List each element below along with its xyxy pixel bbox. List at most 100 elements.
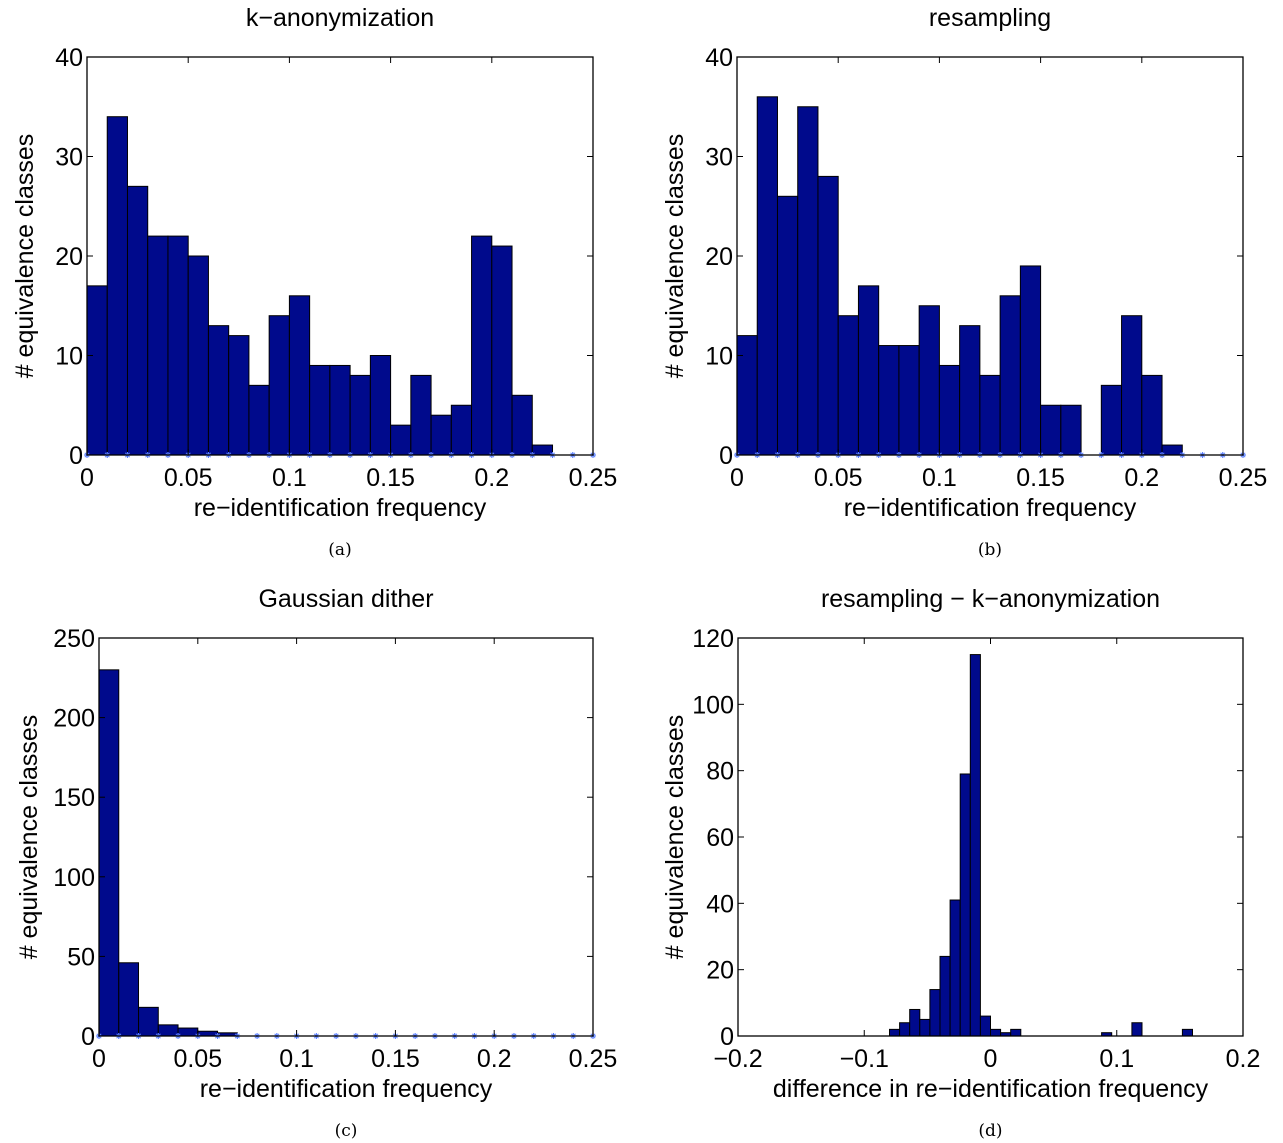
histogram-bar	[857, 285, 880, 456]
histogram-bar	[776, 195, 799, 456]
x-tick-label: 0	[80, 464, 94, 492]
histogram-bar	[889, 1028, 901, 1037]
histogram-bar	[491, 245, 513, 456]
histogram-bar	[959, 773, 971, 1037]
histogram-bar	[177, 1027, 199, 1037]
histogram-bar	[147, 235, 169, 456]
axes-frame	[737, 637, 1244, 1037]
x-tick-label: 0.15	[1016, 464, 1065, 492]
y-tick-label: 30	[705, 144, 733, 172]
y-tick-label: 120	[692, 625, 734, 653]
y-tick-label: 0	[719, 442, 733, 470]
y-tick-label: 20	[706, 957, 734, 985]
axes-frame	[98, 637, 594, 1037]
chart-title: resampling	[929, 4, 1051, 32]
x-axis-label: re−identification frequency	[844, 494, 1137, 522]
histogram-bar	[736, 335, 758, 456]
histogram-bar	[531, 444, 554, 456]
x-tick-label: 0.25	[569, 1045, 618, 1073]
histogram-bar	[288, 295, 311, 456]
x-axis-label: difference in re−identification frequenc…	[773, 1075, 1209, 1103]
y-tick-label: 40	[705, 44, 733, 72]
histogram-bar	[167, 235, 189, 456]
y-tick-label: 40	[55, 44, 83, 72]
histogram-bar	[1060, 404, 1082, 456]
histogram-bar	[969, 654, 981, 1037]
histogram-bar	[878, 345, 900, 456]
chart-title: resampling − k−anonymization	[821, 585, 1160, 613]
x-tick-label: −0.2	[713, 1045, 762, 1073]
histogram-bar	[106, 116, 128, 456]
x-tick-label: 0.05	[173, 1045, 222, 1073]
histogram-bar	[898, 345, 920, 456]
histogram-bar	[999, 295, 1021, 456]
chart-panel-b: 0 0.05 0.1 0.15 0.2 0.25 0 10 20 30 40 resampling re…	[661, 4, 1267, 560]
chart-title: Gaussian dither	[258, 585, 433, 613]
y-axis-label: # equivalence classes	[15, 715, 43, 960]
y-tick-label: 200	[53, 705, 95, 733]
histogram-bar	[1141, 374, 1163, 456]
histogram-bar	[207, 325, 230, 456]
chart-title: k−anonymization	[246, 4, 434, 32]
panel-caption: (b)	[978, 540, 1002, 560]
histogram-bar	[837, 315, 859, 456]
histogram-bar	[126, 185, 149, 456]
x-tick-label: −0.1	[840, 1045, 889, 1073]
histogram-bar	[797, 106, 819, 456]
y-tick-label: 60	[706, 824, 734, 852]
y-tick-label: 0	[69, 442, 83, 470]
y-tick-label: 50	[67, 943, 95, 971]
histogram-bar	[329, 364, 351, 456]
chart-panel-c: 0 0.05 0.1 0.15 0.2 0.25 0 50 100 150 200 250 Gaussi…	[15, 585, 617, 1141]
y-tick-label: 20	[705, 243, 733, 271]
y-tick-label: 0	[81, 1023, 95, 1051]
histogram-bar	[511, 394, 533, 456]
histogram-bar	[450, 404, 473, 456]
histogram-bar	[979, 1015, 992, 1037]
x-axis-label: re−identification frequency	[194, 494, 487, 522]
y-tick-label: 20	[55, 243, 83, 271]
y-tick-label: 40	[706, 890, 734, 918]
x-tick-label: 0.1	[279, 1045, 314, 1073]
x-tick-label: 0.25	[1219, 464, 1268, 492]
panel-caption: (a)	[328, 540, 351, 560]
y-tick-label: 100	[53, 864, 95, 892]
x-tick-label: 0.2	[477, 1045, 512, 1073]
y-tick-label: 250	[53, 625, 95, 653]
histogram-bar	[959, 325, 981, 456]
histogram-bar	[228, 335, 250, 456]
histogram-bar	[197, 1030, 219, 1037]
chart-panel-a: 0 0.05 0.1 0.15 0.2 0.25 0 10 20 30 40 k−anonymizat…	[11, 4, 617, 560]
panel-caption: (d)	[978, 1121, 1002, 1141]
y-axis-label: # equivalence classes	[661, 715, 689, 960]
histogram-bar	[309, 364, 331, 456]
x-tick-label: 0.1	[922, 464, 957, 492]
histogram-bar	[369, 355, 392, 456]
histogram-bar	[909, 1008, 921, 1037]
histogram-bar	[1121, 315, 1143, 456]
x-tick-label: 0.2	[1124, 464, 1159, 492]
y-axis-label: # equivalence classes	[11, 134, 39, 379]
chart-panel-d: −0.2 −0.1 0 0.1 0.2 0 20 40 60 80 100 120 resampling…	[661, 585, 1260, 1141]
x-tick-label: 0.05	[814, 464, 863, 492]
x-tick-label: 0.05	[164, 464, 213, 492]
x-tick-label: 0.1	[1099, 1045, 1134, 1073]
histogram-bar	[1010, 1028, 1022, 1037]
histogram-bar	[918, 305, 940, 456]
histogram-bar	[817, 175, 839, 456]
histogram-bar	[929, 989, 941, 1037]
histogram-bar	[390, 424, 412, 456]
histogram-bar	[187, 255, 209, 456]
x-tick-label: 0.2	[1226, 1045, 1261, 1073]
histogram-bar	[98, 669, 120, 1037]
x-axis-label: re−identification frequency	[200, 1075, 493, 1103]
x-tick-label: 0.1	[272, 464, 307, 492]
y-tick-label: 150	[53, 784, 95, 812]
histogram-bar	[349, 374, 371, 456]
histogram-bar	[157, 1024, 179, 1037]
histogram-bar	[1040, 404, 1062, 456]
histogram-bar	[979, 374, 1001, 456]
histogram-bar	[949, 899, 961, 1037]
x-tick-label: 0.2	[474, 464, 509, 492]
